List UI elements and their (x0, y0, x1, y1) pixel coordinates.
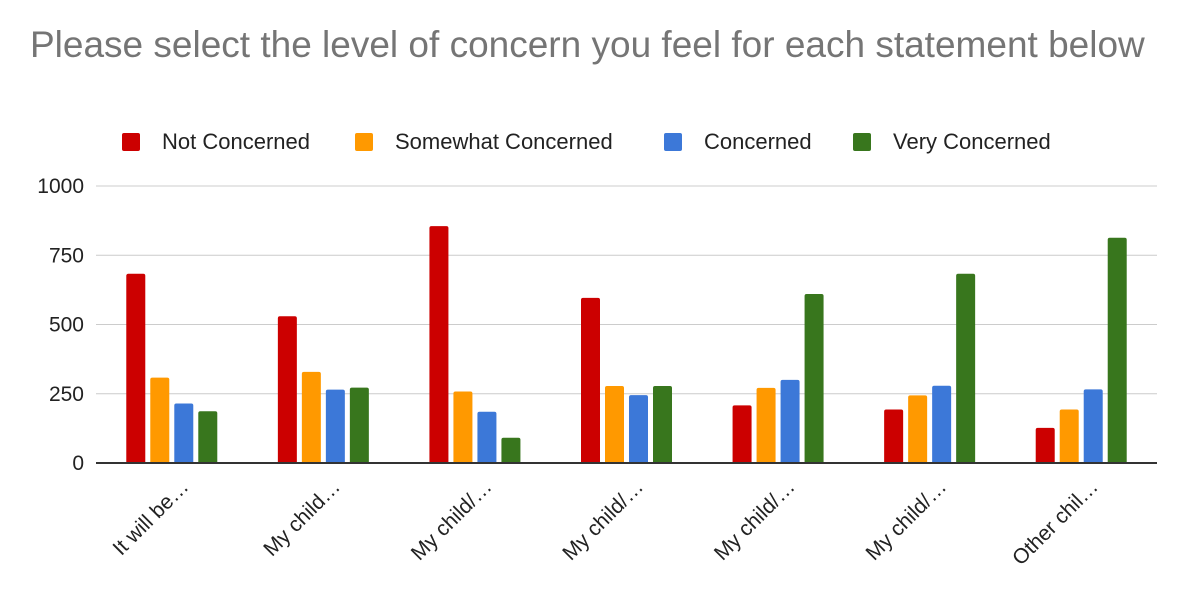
bar (956, 273, 976, 463)
bar (653, 385, 672, 463)
bar (477, 411, 497, 463)
legend-item-very-concerned: Very Concerned (853, 126, 1051, 158)
x-tick-label: Other chil… (1008, 475, 1103, 570)
bar (732, 405, 752, 463)
bar (429, 226, 449, 463)
bar (174, 403, 194, 463)
legend-label-concerned: Concerned (704, 129, 812, 154)
y-tick-label: 500 (49, 314, 84, 337)
bar (277, 316, 297, 463)
bar (1083, 389, 1103, 463)
legend-swatch-not-concerned (122, 133, 140, 151)
legend-label-not-concerned: Not Concerned (162, 129, 310, 154)
legend-item-concerned: Concerned (664, 126, 812, 158)
bar (150, 377, 170, 463)
bar (605, 385, 624, 463)
bar (908, 395, 928, 463)
bar (126, 273, 146, 463)
legend-swatch-very-concerned (853, 133, 871, 151)
legend-item-not-concerned: Not Concerned (122, 126, 310, 158)
bar (932, 385, 952, 463)
legend-item-somewhat-concerned: Somewhat Concerned (355, 126, 613, 158)
bar (301, 371, 321, 463)
bar (756, 387, 776, 463)
bar (780, 379, 800, 463)
x-tick-label: My child… (259, 475, 345, 561)
bar (198, 411, 218, 463)
legend-swatch-concerned (664, 133, 682, 151)
y-tick-label: 250 (49, 383, 84, 406)
bar (1107, 237, 1127, 463)
bar (1059, 409, 1079, 463)
y-tick-label: 750 (49, 244, 84, 267)
bar (804, 294, 824, 463)
bar (581, 297, 600, 463)
bar (453, 391, 473, 463)
bar (884, 409, 904, 463)
bar (349, 387, 369, 463)
x-tick-label: My child/… (861, 475, 951, 565)
x-tick-label: My child/… (710, 475, 800, 565)
bar (629, 395, 648, 463)
legend-label-somewhat-concerned: Somewhat Concerned (395, 129, 613, 154)
x-tick-label: My child/… (407, 475, 497, 565)
legend: Not Concerned Somewhat Concerned Concern… (0, 126, 1188, 158)
legend-label-very-concerned: Very Concerned (893, 129, 1051, 154)
y-tick-label: 0 (72, 452, 84, 475)
bar (501, 437, 521, 463)
chart-title: Please select the level of concern you f… (30, 24, 1145, 65)
x-tick-label: It will be… (109, 475, 194, 560)
y-tick-label: 1000 (37, 175, 84, 198)
legend-swatch-somewhat-concerned (355, 133, 373, 151)
bar (1035, 427, 1055, 463)
bar (325, 389, 345, 463)
x-tick-label: My child/… (558, 475, 648, 565)
